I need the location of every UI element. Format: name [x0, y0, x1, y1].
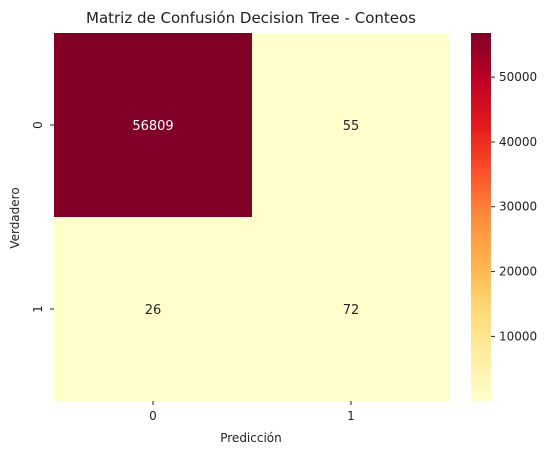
- colorbar-tick-label: 40000: [499, 135, 537, 149]
- colorbar-tick-label: 30000: [499, 200, 537, 214]
- cell-value-label-1-1: 72: [343, 303, 360, 318]
- heatmap-cell-1-1: [252, 217, 450, 401]
- heatmap-cell-0-1: [252, 33, 450, 217]
- heatmap-cell-1-0: [54, 217, 252, 401]
- colorbar-ticks: 10000 20000 30000 40000 50000: [491, 70, 537, 343]
- colorbar-tick-label: 20000: [499, 265, 537, 279]
- x-tick-label: 0: [149, 409, 157, 423]
- y-tick-label: 1: [31, 305, 45, 313]
- colorbar-tick-label: 50000: [499, 70, 537, 84]
- cell-value-label-0-1: 55: [343, 119, 360, 134]
- heatmap-cells: 56809 55 26 72: [54, 33, 450, 401]
- y-axis-label: Verdadero: [8, 187, 22, 248]
- chart-title: Matriz de Confusión Decision Tree - Cont…: [86, 9, 416, 27]
- y-axis-ticks: 01: [31, 121, 54, 313]
- cell-value-label-0-0: 56809: [132, 119, 173, 134]
- x-axis-label: Predicción: [220, 431, 282, 445]
- colorbar-tick-label: 10000: [499, 329, 537, 343]
- heatmap-cell-0-0: [54, 33, 252, 217]
- y-tick-label: 0: [31, 121, 45, 129]
- cell-value-label-1-0: 26: [145, 303, 162, 318]
- colorbar: [471, 33, 491, 401]
- x-tick-label: 1: [347, 409, 355, 423]
